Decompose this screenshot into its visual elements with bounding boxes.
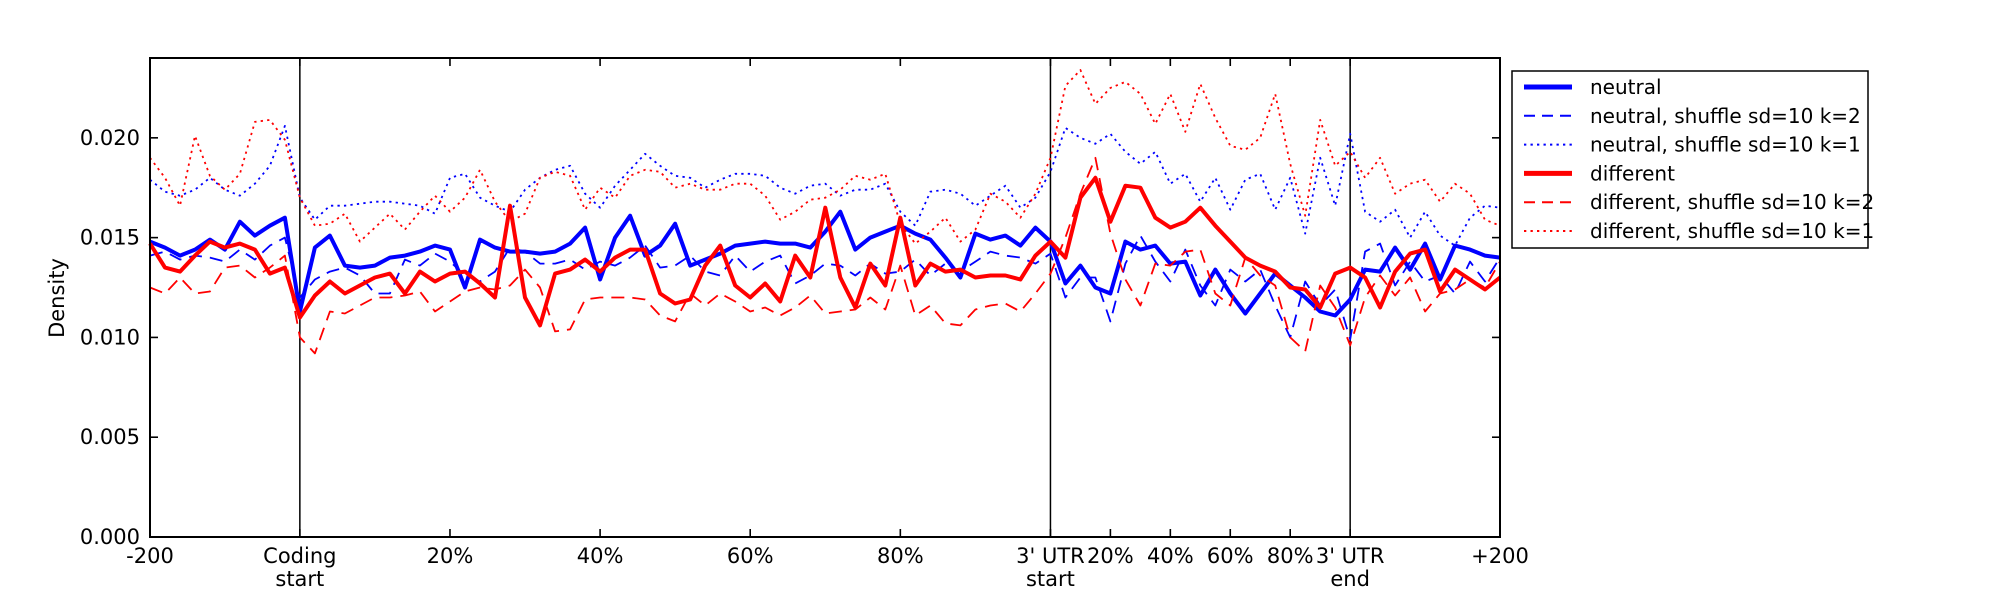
series-line-neutral-shuffle-sd-10-k-1 [149,125,1501,247]
x-tick-label: start [1026,567,1075,591]
legend-label: different [1590,161,1675,185]
x-tick-label: +200 [1471,544,1529,568]
x-tick-label: start [275,567,324,591]
legend-box [1511,70,1869,249]
legend-label: different, shuffle sd=10 k=2 [1590,190,1874,214]
legend: neutral neutral, shuffle sd=10 k=2 neutral… [1511,70,1874,249]
x-tick-label: end [1330,567,1370,591]
x-tick-label: 3' UTR [1016,544,1085,568]
legend-label: neutral, shuffle sd=10 k=1 [1590,133,1861,157]
x-tick-label: 60% [727,544,774,568]
x-tick-label: 3' UTR [1316,544,1385,568]
legend-label: different, shuffle sd=10 k=1 [1590,219,1874,243]
axes-spines [149,57,1501,538]
y-tick-label: 0.015 [80,226,140,250]
x-tick-label: -200 [126,544,174,568]
y-axis-label: Density [45,258,69,338]
x-tick-label: 40% [1147,544,1194,568]
x-tick-label: 20% [1087,544,1134,568]
x-tick-label: 40% [577,544,624,568]
x-tick-label: Coding [263,544,336,568]
x-tick-label: 20% [427,544,474,568]
y-tick-label: 0.020 [80,126,140,150]
series-line-different-shuffle-sd-10-k-1 [149,69,1501,245]
y-tick-label: 0.010 [80,325,140,349]
x-tick-label: 60% [1207,544,1254,568]
y-tick-label: 0.000 [80,525,140,549]
legend-label: neutral [1590,75,1662,99]
series-line-different-shuffle-sd-10-k-2 [149,156,1501,355]
series-line-different [148,175,1502,328]
x-tick-label: 80% [877,544,924,568]
x-tick-label: 80% [1267,544,1314,568]
legend-label: neutral, shuffle sd=10 k=2 [1590,104,1861,128]
y-tick-label: 0.005 [80,425,140,449]
